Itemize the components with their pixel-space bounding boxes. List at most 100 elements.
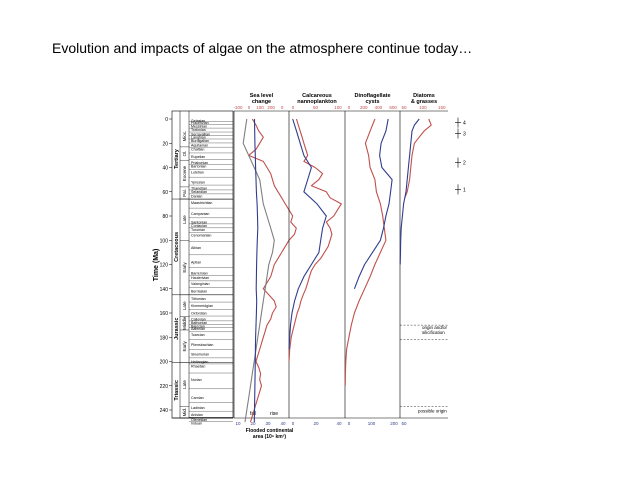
stage-label: Bartonian — [191, 165, 206, 169]
panel-top-tick: 100 — [419, 105, 427, 110]
panel-top-tick: 100 — [334, 105, 342, 110]
marker-label: 3 — [463, 132, 466, 138]
annotation-origin: origin and/or — [422, 325, 448, 330]
stage-label: Piacenzian — [191, 121, 209, 125]
y-tick-label: 100 — [160, 238, 169, 244]
stage-label: Oxfordian — [191, 311, 207, 315]
stage-label: Messinian — [191, 125, 207, 129]
stage-label: Lutetian — [191, 171, 204, 175]
stage-label: Induan — [191, 422, 202, 426]
panel-top-tick: 600 — [389, 105, 397, 110]
panel-title: & grasses — [411, 99, 437, 105]
panel-title: Dinoflagellate — [354, 93, 390, 99]
stage-label: Turonian — [191, 228, 205, 232]
stage-label: Selandian — [191, 190, 207, 194]
stage-label: Hettangian — [191, 360, 208, 364]
annotation-possible-origin: possible origin — [418, 408, 447, 413]
stage-label: Bajocian — [191, 325, 205, 329]
stage-label: Santonian — [191, 220, 207, 224]
stage-label: Hauterivian — [191, 276, 209, 280]
stage-label: Anisian — [191, 413, 203, 417]
epoch-label: Middle — [182, 316, 187, 330]
stage-label: Albian — [191, 246, 201, 250]
stage-label: Valanginian — [191, 282, 210, 286]
epoch-label: Early — [182, 262, 187, 273]
epoch-label: Mioc. — [182, 131, 187, 142]
panel-top-tick: 200 — [267, 105, 275, 110]
annotation-rise: rise — [270, 411, 278, 417]
stage-label: Kimmeridgian — [191, 304, 213, 308]
stage-label: Aptian — [191, 260, 201, 264]
stage-label: Bathonian — [191, 321, 207, 325]
epoch-label: Late — [182, 380, 187, 389]
stage-label: Aquitanian — [191, 143, 208, 147]
panel-top-tick: 150 — [438, 105, 446, 110]
panel-title: Calcareous — [302, 93, 332, 99]
series-line — [353, 118, 393, 289]
epoch-label: Late — [182, 301, 187, 310]
y-tick-label: 0 — [165, 117, 168, 123]
era-label: Tertiary — [174, 148, 180, 169]
epoch-label: Pal. — [182, 189, 187, 197]
stage-label: Pliensbachian — [191, 343, 213, 347]
y-tick-label: 220 — [160, 384, 169, 390]
panel-top-tick: 0 — [248, 105, 251, 110]
panel-bottom-tick: 10 — [235, 421, 241, 426]
series-line — [253, 118, 259, 423]
stage-label: Sinemurian — [191, 353, 209, 357]
marker-label: 4 — [463, 121, 466, 127]
epoch-label: Ol. — [182, 151, 187, 157]
y-tick-label: 240 — [160, 408, 169, 414]
y-tick-label: 60 — [162, 190, 168, 196]
panel-bottom-tick: 20 — [313, 421, 319, 426]
stage-label: Danian — [191, 194, 202, 198]
panel-top-tick: 400 — [375, 105, 383, 110]
era-label: Jurassic — [174, 318, 180, 340]
series-line — [288, 118, 327, 350]
panel-bottom-label: Flooded continental — [246, 428, 294, 434]
stage-label: Priabonian — [191, 161, 208, 165]
stage-label: Aalenian — [191, 327, 205, 331]
epoch-label: Early — [182, 340, 187, 351]
stage-label: Rupelian — [191, 155, 205, 159]
stage-label: Tithonian — [191, 297, 206, 301]
panel-bottom-tick: 100 — [368, 421, 376, 426]
stage-label: Tortonian — [191, 128, 206, 132]
era-label: Cretaceous — [174, 232, 180, 262]
stage-label: Cenomanian — [191, 234, 211, 238]
panel-bottom-tick: 0 — [348, 421, 351, 426]
stage-label: Rhaetian — [191, 365, 205, 369]
series-line — [344, 118, 387, 386]
y-tick-label: 160 — [160, 311, 169, 317]
epoch-label: Late — [182, 215, 187, 224]
panel-title: change — [252, 99, 271, 105]
stage-label: Callovian — [191, 317, 206, 321]
y-tick-label: 200 — [160, 360, 169, 366]
stage-label: Coniacian — [191, 224, 207, 228]
panel-top-tick: -100 — [233, 105, 243, 110]
stage-label: Carnian — [191, 396, 204, 400]
panel-top-tick: 50 — [401, 105, 407, 110]
panel-bottom-tick: 40 — [336, 421, 342, 426]
stage-label: Barremian — [191, 271, 208, 275]
stage-label: Chattian — [191, 148, 204, 152]
stage-label: Olenekian — [191, 418, 207, 422]
series-line — [288, 118, 342, 362]
panel-bottom-tick: 0 — [292, 421, 295, 426]
marker-label: 1 — [463, 187, 466, 193]
stage-label: Campanian — [191, 212, 209, 216]
series-line — [242, 118, 275, 423]
panel-top-tick: 0 — [348, 105, 351, 110]
stage-label: Ypresian — [191, 180, 205, 184]
panel-bottom-tick: 50 — [401, 421, 407, 426]
y-axis-label: Time (Ma) — [153, 249, 160, 282]
y-tick-label: 140 — [160, 287, 169, 293]
panel-top-tick: 100 — [256, 105, 264, 110]
stage-label: Ladinian — [191, 406, 205, 410]
stage-label: Norian — [191, 378, 202, 382]
stage-label: Langhian — [191, 135, 206, 139]
panel-bottom-label: area (10⁶ km²) — [253, 434, 286, 440]
stage-label: Toarcian — [191, 333, 205, 337]
epoch-label: Mid. — [182, 408, 187, 417]
